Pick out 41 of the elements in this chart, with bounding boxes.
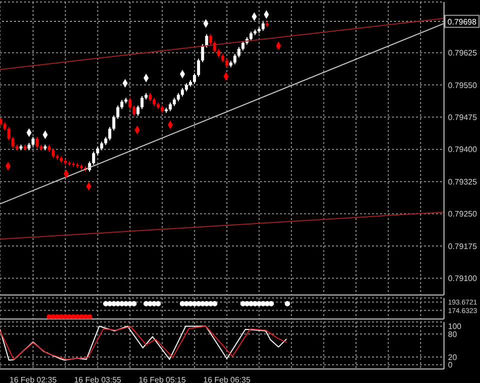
y-tick-label: 0.79475: [448, 112, 478, 122]
y-tick-label: 0.79550: [448, 80, 478, 90]
x-tick-label: 16 Feb 06:35: [203, 376, 251, 383]
candlestick: [209, 34, 212, 46]
y-tick-label: 0.79325: [448, 177, 478, 186]
candlestick: [205, 34, 208, 48]
candlestick: [7, 126, 10, 141]
x-tick-label: 16 Feb 02:35: [10, 376, 58, 383]
ref-line-label: 0.79698: [448, 17, 478, 26]
y-tick-label: 0.79100: [448, 274, 478, 284]
x-tick-label: 16 Feb 03:55: [74, 376, 122, 383]
candlestick: [112, 114, 116, 131]
candlestick: [108, 126, 112, 141]
x-tick-label: 16 Feb 05:15: [138, 376, 186, 383]
candlestick: [250, 31, 253, 42]
y-tick-label: 0: [448, 360, 453, 370]
y-tick-label: 100: [448, 322, 462, 332]
candlestick: [120, 99, 124, 110]
candlestick: [128, 97, 132, 110]
y-tick-label: 0.79400: [448, 145, 478, 154]
y-tick-label: 0.79625: [448, 48, 478, 58]
candlestick: [262, 21, 265, 32]
candlestick: [233, 53, 236, 65]
y-tick-label: 0.79250: [448, 210, 478, 219]
candlestick: [193, 72, 196, 84]
y-tick-label: 80: [448, 330, 458, 339]
y-tick-label: 20: [448, 352, 458, 362]
candlestick: [11, 136, 14, 149]
candlestick: [52, 148, 55, 158]
candlestick: [116, 105, 120, 120]
candlestick: [136, 105, 140, 116]
y-tick-label: 0.79175: [448, 242, 478, 251]
candlestick: [36, 136, 39, 149]
candlestick: [132, 105, 136, 116]
candlestick: [241, 40, 244, 52]
candlestick: [140, 96, 144, 110]
candlestick: [237, 46, 240, 58]
candlestick: [201, 44, 204, 63]
candlestick: [32, 136, 35, 147]
candlestick: [197, 58, 200, 78]
candlestick: [92, 151, 96, 166]
